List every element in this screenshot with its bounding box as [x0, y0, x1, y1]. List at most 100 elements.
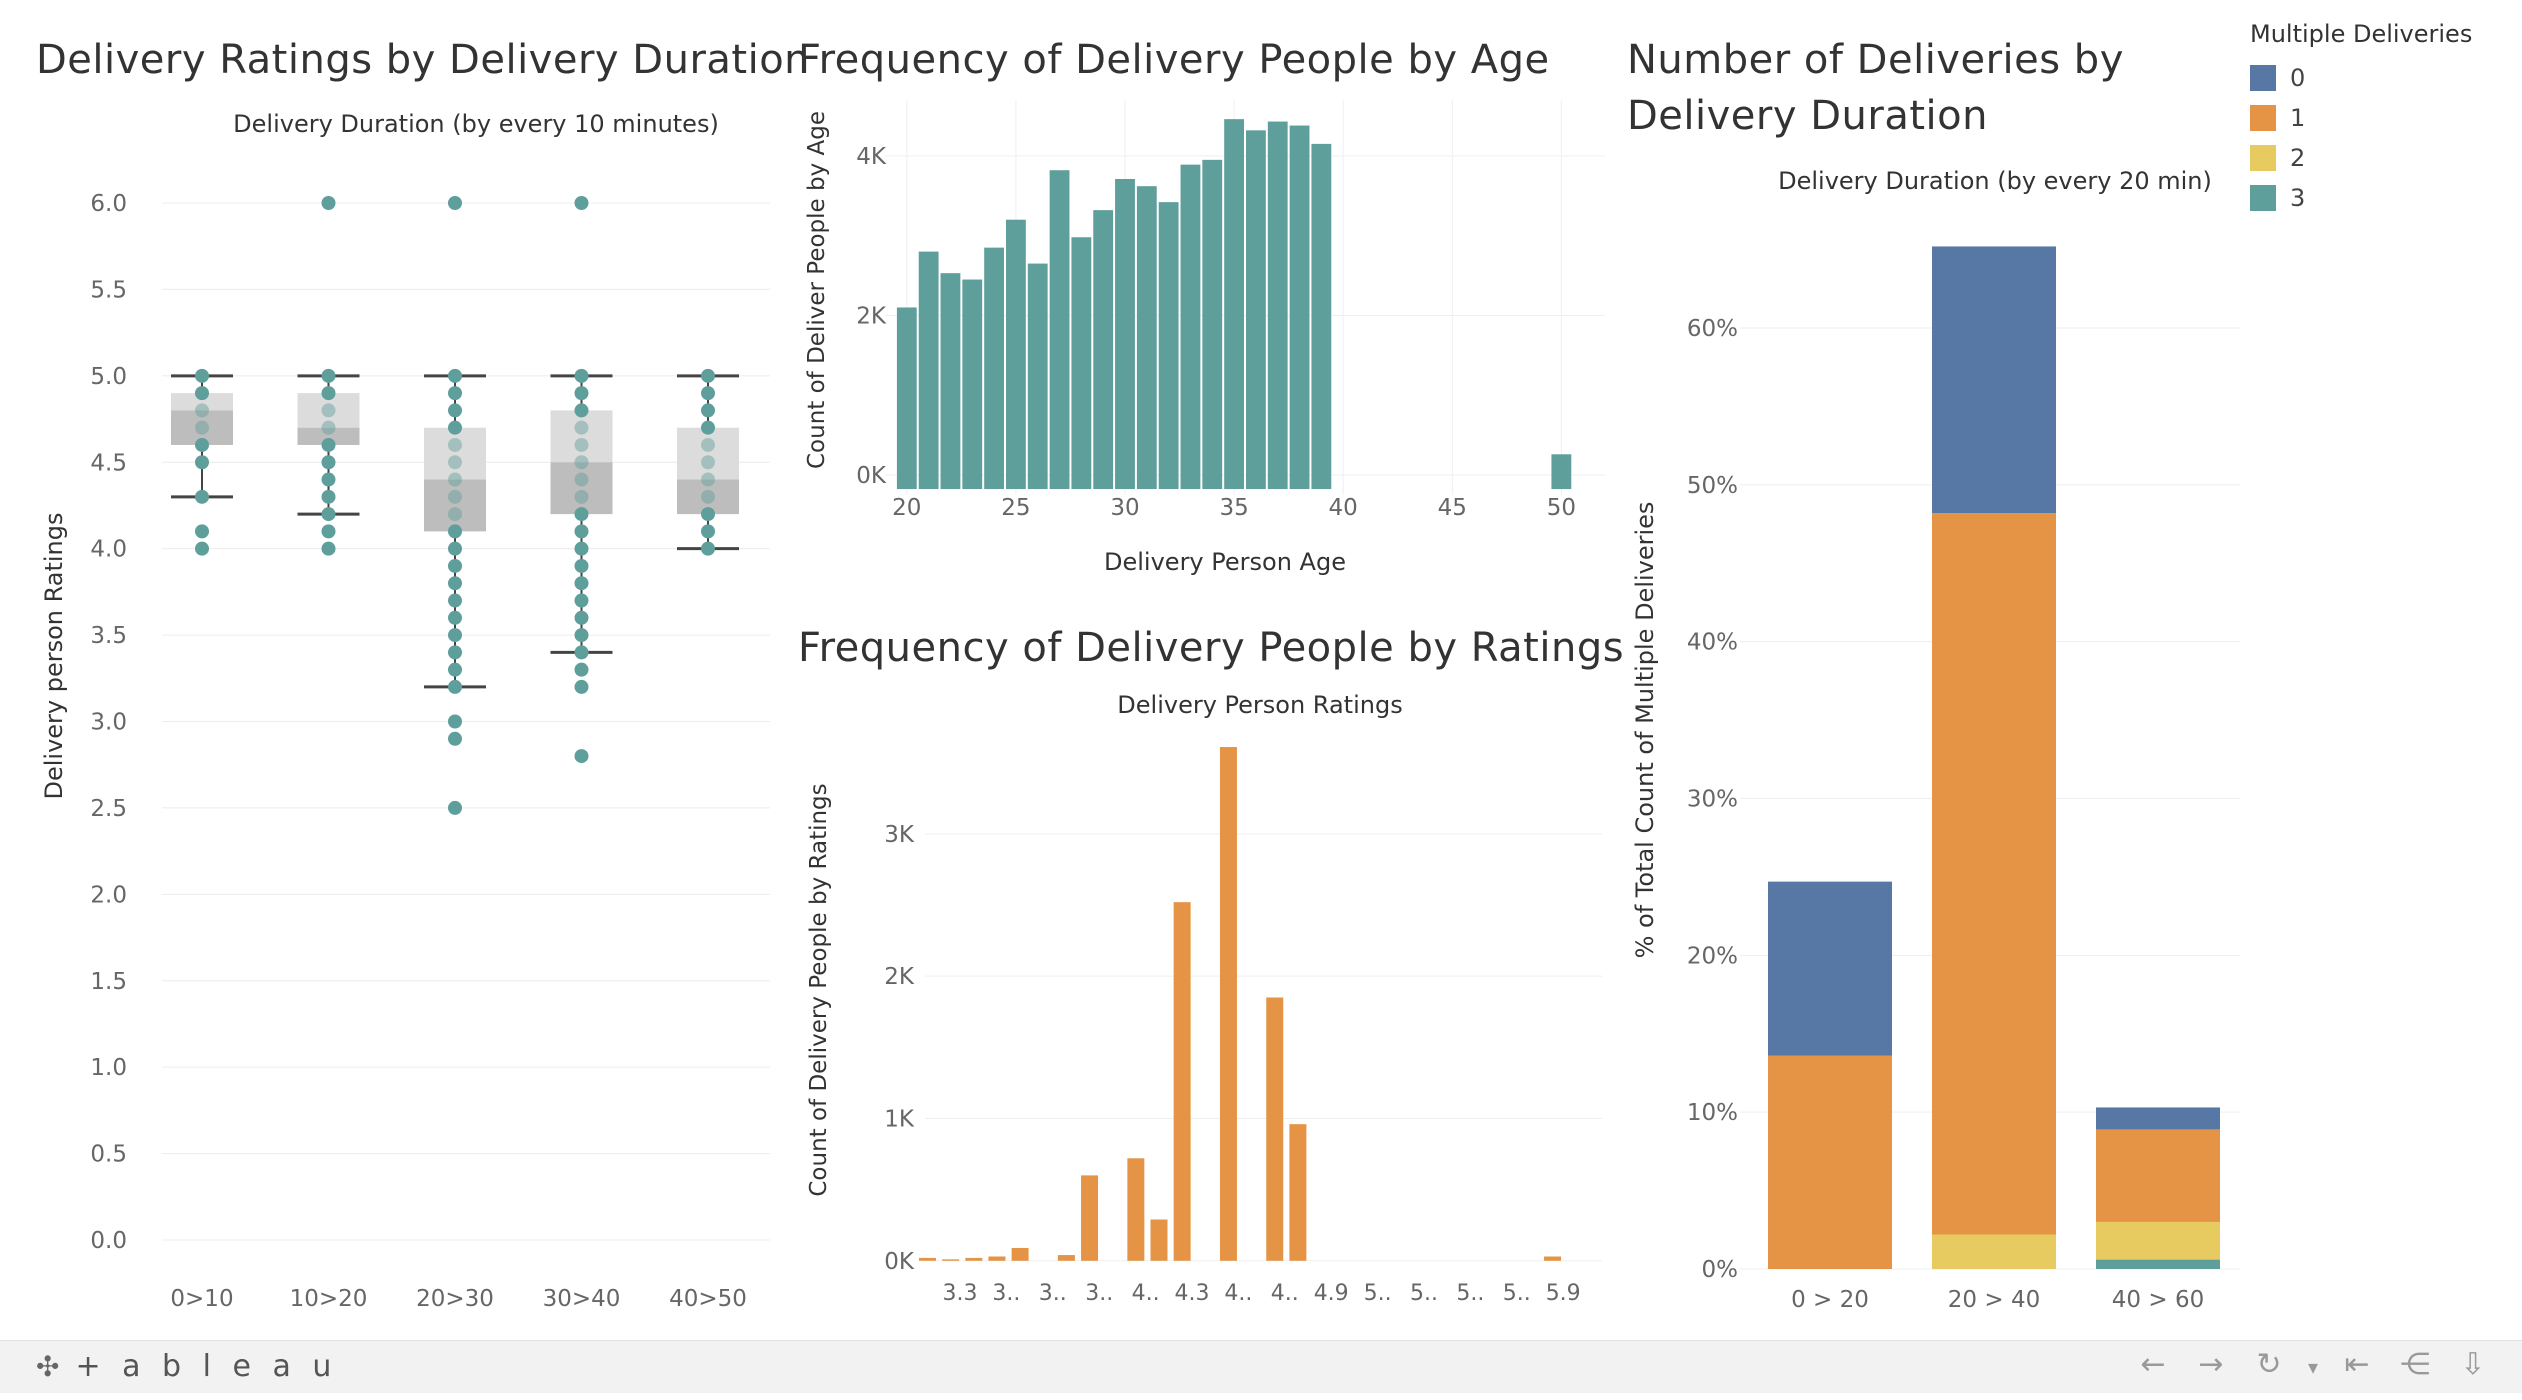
y-tick-label: 50% — [1687, 473, 1738, 499]
stacked-segment-3 — [2096, 1259, 2220, 1269]
forward-arrow-icon[interactable]: → — [2198, 1347, 2224, 1382]
rating-point — [195, 455, 209, 470]
age-bar — [1180, 164, 1201, 490]
rating-point — [574, 507, 589, 522]
stacked-segment-0 — [2096, 1107, 2220, 1130]
y-tick-label: 1K — [884, 1106, 915, 1132]
rating-point — [448, 368, 462, 383]
box-lower — [297, 427, 360, 445]
x-tick-label: 40 > 60 — [2112, 1287, 2204, 1313]
x-tick-label: 4.3 — [1175, 1281, 1210, 1306]
box-upper — [550, 410, 613, 463]
box-chart-title: Delivery Ratings by Delivery Duration — [36, 37, 811, 83]
age-bar — [1136, 186, 1157, 490]
rating-bar — [919, 1257, 936, 1261]
revert-icon[interactable]: ⇤ — [2344, 1347, 2370, 1382]
age-bar — [1311, 143, 1332, 490]
legend-title: Multiple Deliveries — [2250, 20, 2473, 48]
legend-item-2[interactable]: 2 — [2250, 138, 2472, 178]
tableau-logo[interactable]: ✣ + a b l e a u — [36, 1349, 337, 1384]
legend-item-3[interactable]: 3 — [2250, 178, 2472, 218]
dropdown-icon[interactable]: ▾ — [2307, 1355, 2319, 1379]
redo-icon[interactable]: ↻ — [2256, 1347, 2282, 1382]
rating-point — [701, 455, 715, 470]
tableau-wordmark: + a b l e a u — [75, 1349, 338, 1384]
age-bar — [1202, 159, 1223, 490]
age-bar — [984, 247, 1004, 490]
age-bar — [1224, 119, 1244, 490]
rating-point — [574, 541, 589, 556]
rating-point — [574, 420, 589, 435]
stacked-segment-0 — [1932, 246, 2056, 514]
rating-bar — [1544, 1256, 1562, 1261]
rating-point — [448, 662, 462, 677]
rating-bar — [1150, 1219, 1168, 1261]
rating-point — [321, 437, 336, 452]
back-arrow-icon[interactable]: ← — [2140, 1347, 2166, 1382]
age-bar — [962, 279, 983, 490]
stacked-segment-2 — [1932, 1234, 2056, 1269]
x-tick-label: 4.. — [1132, 1281, 1160, 1306]
rating-bar — [1011, 1247, 1029, 1261]
y-tick-label: 0K — [884, 1249, 915, 1275]
legend-label: 1 — [2290, 104, 2306, 132]
stacked-chart-title-line2: Delivery Duration — [1627, 93, 1988, 139]
rating-point — [321, 507, 336, 522]
rating-bar — [988, 1256, 1006, 1261]
age-bar — [1027, 263, 1048, 490]
rating-point — [195, 368, 209, 383]
legend-item-1[interactable]: 1 — [2250, 98, 2472, 138]
y-tick-label: 10% — [1687, 1100, 1738, 1126]
rating-bar — [1057, 1255, 1075, 1261]
age-histogram-chart[interactable]: 20 25 30 35 40 45 50 0K 2K 4K Delivery Person Age C… — [790, 90, 1610, 590]
y-tick-label: 3.5 — [90, 623, 127, 649]
age-y-axis-title: Count of Deliver People by Age — [804, 111, 830, 469]
x-tick-label: 50 — [1547, 495, 1576, 521]
legend-swatch — [2250, 185, 2276, 211]
rating-point — [574, 558, 589, 573]
rating-point — [321, 403, 336, 418]
box-plot-chart[interactable]: Delivery Duration (by every 10 minutes) 0… — [20, 100, 780, 1400]
stacked-bar-chart[interactable]: Delivery Duration (by every 20 min) 0% 10%… — [1620, 150, 2260, 1350]
y-tick-label: 0.0 — [90, 1228, 127, 1254]
rating-point — [321, 386, 336, 401]
rating-point — [448, 472, 462, 487]
rating-point — [574, 628, 589, 643]
rating-bar — [1289, 1124, 1307, 1261]
rating-bar — [1219, 747, 1237, 1261]
x-tick-label: 5.. — [1410, 1281, 1438, 1306]
y-tick-label: 2K — [884, 964, 915, 990]
rating-point — [448, 437, 462, 452]
rating-point — [195, 524, 209, 539]
rating-point — [701, 420, 715, 435]
age-bar — [1115, 179, 1135, 490]
rating-point — [701, 403, 715, 418]
rating-point — [195, 403, 209, 418]
ratings-histogram-chart[interactable]: Delivery Person Ratings 0K 1K 2K 3K 3.3 3.. 3..… — [790, 690, 1610, 1320]
age-x-axis-title: Delivery Person Age — [1104, 548, 1346, 576]
rating-point — [701, 386, 715, 401]
footer-toolbar: ✣ + a b l e a u ← → ↻ ▾ ⇤ ⋲ ⇩ — [0, 1340, 2522, 1393]
legend-swatch — [2250, 65, 2276, 91]
rating-point — [574, 679, 589, 694]
rating-point — [195, 437, 209, 452]
age-bar — [1071, 237, 1092, 490]
x-tick-label: 5.. — [1503, 1281, 1531, 1306]
legend-item-0[interactable]: 0 — [2250, 58, 2472, 98]
rating-point — [195, 420, 209, 435]
y-tick-label: 2.0 — [90, 882, 127, 908]
share-icon[interactable]: ⋲ — [2400, 1347, 2430, 1382]
rating-point — [701, 368, 715, 383]
rating-point — [321, 420, 336, 435]
y-tick-label: 2K — [856, 303, 887, 329]
download-icon[interactable]: ⇩ — [2460, 1347, 2486, 1382]
stacked-segment-1 — [1932, 513, 2056, 1235]
rating-point — [448, 714, 462, 729]
rating-point — [701, 507, 715, 522]
age-bar — [1158, 202, 1179, 490]
rating-point — [321, 524, 336, 539]
rating-point — [701, 524, 715, 539]
x-tick-label: 40 — [1329, 495, 1358, 521]
rating-point — [448, 628, 462, 643]
rating-point — [574, 455, 589, 470]
